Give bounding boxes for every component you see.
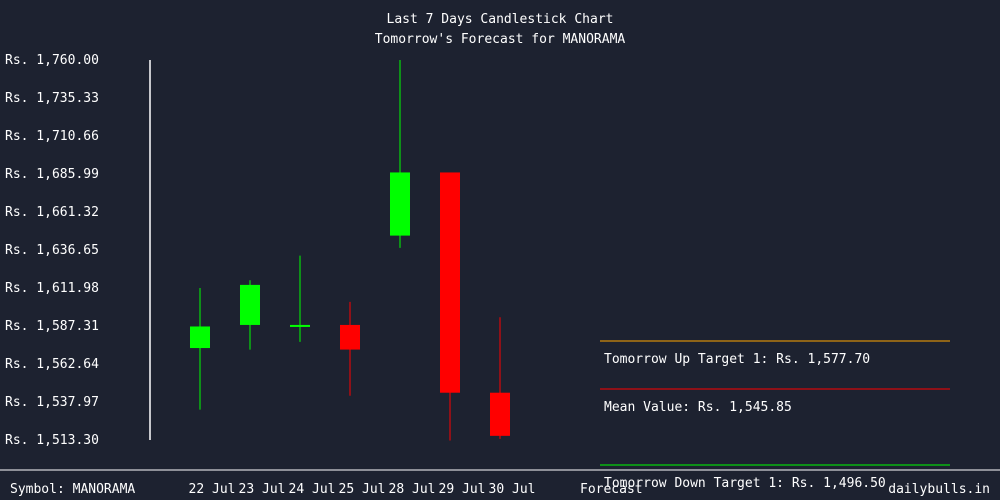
- candle-body: [290, 324, 310, 327]
- candle-body: [440, 172, 460, 393]
- y-tick-label: Rs. 1,685.99: [5, 167, 99, 182]
- x-tick-label: 23 Jul: [239, 482, 286, 497]
- candle-body: [490, 392, 510, 436]
- footer-brand: dailybulls.in: [888, 482, 990, 497]
- y-tick-label: Rs. 1,562.64: [5, 357, 99, 372]
- y-tick-label: Rs. 1,735.33: [5, 91, 99, 106]
- candle-body: [390, 172, 410, 236]
- y-tick-label: Rs. 1,587.31: [5, 319, 99, 334]
- forecast-target-label: Mean Value: Rs. 1,545.85: [604, 400, 792, 415]
- x-tick-label: 24 Jul: [289, 482, 336, 497]
- x-tick-label: 28 Jul: [389, 482, 436, 497]
- x-tick-label: 25 Jul: [339, 482, 386, 497]
- x-tick-label: 30 Jul: [489, 482, 536, 497]
- y-tick-label: Rs. 1,710.66: [5, 129, 99, 144]
- forecast-target-label: Tomorrow Up Target 1: Rs. 1,577.70: [604, 352, 870, 367]
- y-axis-ticks: Rs. 1,760.00 Rs. 1,735.33 Rs. 1,710.66 Rs. …: [5, 53, 99, 448]
- y-tick-label: Rs. 1,760.00: [5, 53, 99, 68]
- candles: [190, 60, 510, 441]
- chart-subtitle: Tomorrow's Forecast for MANORAMA: [375, 32, 626, 47]
- x-axis-labels: 22 Jul 23 Jul 24 Jul 25 Jul 28 Jul 29 Jul 30 J…: [189, 482, 536, 497]
- candle-body: [240, 284, 260, 325]
- chart-title: Last 7 Days Candlestick Chart: [387, 12, 614, 27]
- candle-body: [340, 324, 360, 350]
- forecast-targets: Tomorrow Up Target 1: Rs. 1,577.70 Mean V…: [600, 340, 950, 491]
- y-tick-label: Rs. 1,537.97: [5, 395, 99, 410]
- y-tick-label: Rs. 1,636.65: [5, 243, 99, 258]
- y-tick-label: Rs. 1,513.30: [5, 433, 99, 448]
- y-tick-label: Rs. 1,611.98: [5, 281, 99, 296]
- candle-body: [190, 326, 210, 349]
- x-tick-label: 29 Jul: [439, 482, 486, 497]
- forecast-label: Forecast: [580, 482, 643, 497]
- footer-symbol: Symbol: MANORAMA: [10, 482, 135, 497]
- forecast-target-label: Tomorrow Down Target 1: Rs. 1,496.50: [604, 476, 886, 491]
- y-tick-label: Rs. 1,661.32: [5, 205, 99, 220]
- x-tick-label: 22 Jul: [189, 482, 236, 497]
